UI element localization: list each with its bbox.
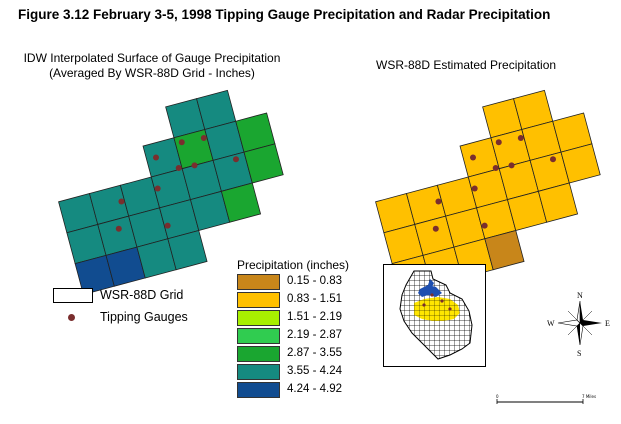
tipping-gauge-point xyxy=(432,225,439,232)
grid-cell xyxy=(167,230,208,271)
right-map-title: WSR-88D Estimated Precipitation xyxy=(376,58,557,72)
inset-lake xyxy=(418,285,442,297)
tipping-gauge-point xyxy=(200,135,207,142)
tipping-gauge-point xyxy=(178,139,185,146)
tipping-gauge-point xyxy=(115,225,122,232)
legend-label: 0.83 - 1.51 xyxy=(287,293,342,305)
inset-map-graphic xyxy=(399,270,473,360)
tipping-gauge-point xyxy=(481,222,488,229)
tipping-gauge-point xyxy=(435,198,442,205)
legend-swatch xyxy=(237,382,280,398)
legend-title: Precipitation (inches) xyxy=(237,258,350,272)
tipping-gauge-point xyxy=(495,139,502,146)
left-map-title: IDW Interpolated Surface of Gauge Precip… xyxy=(2,51,302,81)
legend-swatch xyxy=(237,346,280,362)
figure-title: Figure 3.12 February 3-5, 1998 Tipping G… xyxy=(18,7,551,22)
legend-label: 3.55 - 4.24 xyxy=(287,365,342,377)
tipping-gauge-point xyxy=(549,156,556,163)
legend-label: 4.24 - 4.92 xyxy=(287,383,342,395)
tipping-gauge-point xyxy=(508,162,515,169)
legend-label: 2.19 - 2.87 xyxy=(287,329,342,341)
tipping-gauge-point xyxy=(164,222,171,229)
left-map-title-line2: (Averaged By WSR-88D Grid - Inches) xyxy=(49,66,255,80)
tipping-gauge-point xyxy=(191,162,198,169)
gauge-symbol xyxy=(68,314,75,321)
tipping-gauge-point xyxy=(517,135,524,142)
gauge-symbol-label: Tipping Gauges xyxy=(100,310,188,324)
tipping-gauge-point xyxy=(153,154,160,161)
grid-cell xyxy=(484,230,525,271)
legend-label: 2.87 - 3.55 xyxy=(287,347,342,359)
legend-swatch xyxy=(237,364,280,380)
grid-cell xyxy=(560,143,601,184)
legend-label: 0.15 - 0.83 xyxy=(287,275,342,287)
tipping-gauge-point xyxy=(154,185,161,192)
grid-symbol-label: WSR-88D Grid xyxy=(100,288,184,302)
left-map-title-line1: IDW Interpolated Surface of Gauge Precip… xyxy=(23,51,281,65)
grid-cell xyxy=(220,182,262,223)
inset-lake-arm xyxy=(428,279,434,287)
tipping-gauge-point xyxy=(492,164,499,171)
tipping-gauge-point xyxy=(232,156,239,163)
legend-swatch xyxy=(237,310,280,326)
grid-cell xyxy=(537,182,579,223)
tipping-gauge-point xyxy=(471,185,478,192)
inset-locator-map xyxy=(383,264,486,367)
legend-label: 1.51 - 2.19 xyxy=(287,311,342,323)
tipping-gauge-point xyxy=(118,198,125,205)
legend-swatch xyxy=(237,274,280,290)
grid-symbol xyxy=(53,288,93,303)
tipping-gauge-point xyxy=(470,154,477,161)
grid-cell xyxy=(243,143,284,184)
legend-swatch xyxy=(237,328,280,344)
legend-swatch xyxy=(237,292,280,308)
gauge-interpolation-map xyxy=(58,89,284,296)
tipping-gauge-point xyxy=(175,164,182,171)
